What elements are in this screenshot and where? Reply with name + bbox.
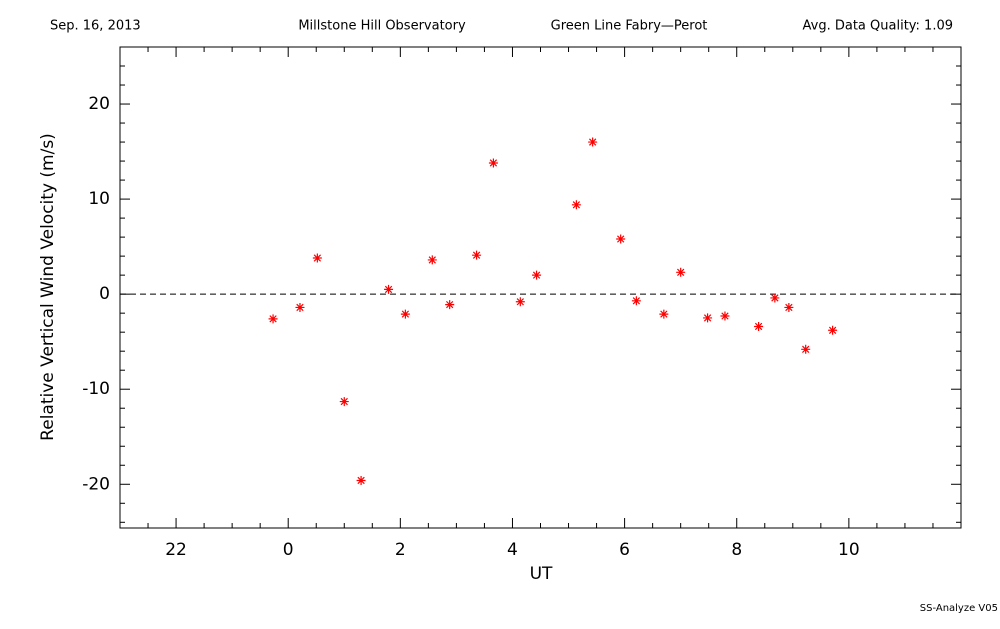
footer: SS-Analyze V05 xyxy=(920,603,998,614)
data-point xyxy=(445,300,455,310)
data-point xyxy=(616,234,626,244)
data-point xyxy=(659,309,669,319)
y-tick-label: 0 xyxy=(99,284,110,304)
data-point xyxy=(754,321,764,331)
x-tick-label: 0 xyxy=(283,540,294,560)
data-point xyxy=(801,344,811,354)
x-tick-label: 6 xyxy=(619,540,630,560)
data-point xyxy=(720,311,730,321)
data-point xyxy=(703,313,713,323)
data-point xyxy=(515,297,525,307)
data-point xyxy=(588,137,598,147)
y-tick-label: 10 xyxy=(88,189,110,209)
data-point xyxy=(488,158,498,168)
data-point xyxy=(339,397,349,407)
data-point xyxy=(770,293,780,303)
x-tick-label: 2 xyxy=(395,540,406,560)
x-tick-label: 8 xyxy=(731,540,742,560)
y-tick-label: 20 xyxy=(88,94,110,114)
data-point xyxy=(312,253,322,263)
data-point xyxy=(784,302,794,312)
data-point xyxy=(571,200,581,210)
y-tick-label: -10 xyxy=(82,379,110,399)
x-tick-label: 10 xyxy=(838,540,860,560)
date: Sep. 16, 2013 xyxy=(50,19,141,34)
data-quality: Avg. Data Quality: 1.09 xyxy=(803,19,953,34)
y-axis-label: Relative Vertical Wind Velocity (m/s) xyxy=(38,133,58,441)
y-tick-label: -20 xyxy=(82,474,110,494)
data-point xyxy=(384,284,394,294)
observatory: Millstone Hill Observatory xyxy=(298,19,466,34)
data-point xyxy=(400,309,410,319)
x-axis-label: UT xyxy=(530,564,553,584)
data-point xyxy=(472,250,482,260)
data-point xyxy=(427,255,437,265)
data-point xyxy=(356,475,366,485)
data-point xyxy=(268,314,278,324)
x-tick-label: 22 xyxy=(165,540,187,560)
data-point xyxy=(676,267,686,277)
data-point xyxy=(828,325,838,335)
instrument: Green Line Fabry—Perot xyxy=(551,19,708,34)
x-tick-label: 4 xyxy=(507,540,518,560)
data-point xyxy=(532,270,542,280)
data-point xyxy=(295,302,305,312)
data-point xyxy=(631,296,641,306)
